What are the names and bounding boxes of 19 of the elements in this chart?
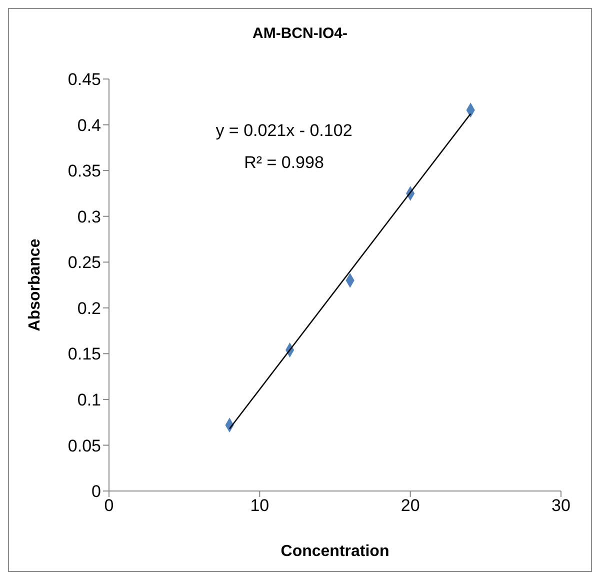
equation-note: R² = 0.998 [243, 153, 325, 173]
y-tick-label: 0.05 [68, 436, 101, 456]
y-tick-label: 0.35 [68, 162, 101, 181]
x-tick-label: 20 [400, 496, 420, 516]
y-tick-label: 0.45 [68, 70, 101, 90]
x-axis-title: Concentration [280, 543, 390, 560]
y-tick-label: 0.4 [77, 116, 101, 135]
y-tick-label: 0.15 [68, 344, 101, 364]
y-axis-title: Absorbance [26, 238, 44, 332]
y-tick-label: 0.3 [77, 207, 101, 226]
x-tick-label: 0 [104, 496, 114, 516]
equation-note: y = 0.021x - 0.102 [214, 121, 354, 141]
y-tick-label: 0.1 [77, 390, 101, 410]
x-tick-label: 10 [250, 496, 270, 516]
y-tick-label: 0.25 [68, 253, 101, 272]
y-tick-label: 0.2 [77, 298, 101, 318]
chart-title: AM-BCN-IO4- [252, 25, 348, 42]
y-tick-label: 0 [92, 482, 101, 502]
x-tick-label: 30 [552, 496, 570, 516]
